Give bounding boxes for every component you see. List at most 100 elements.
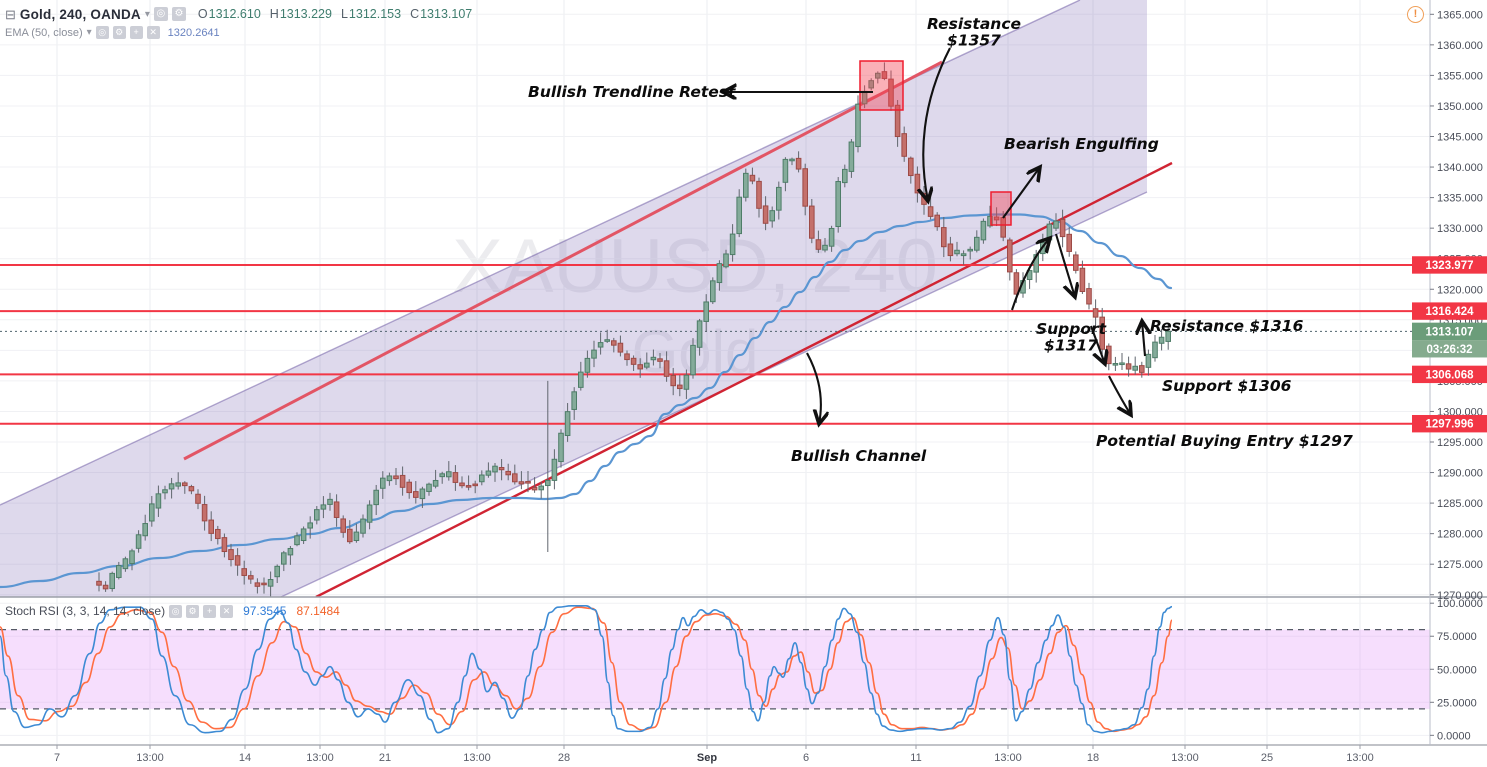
candle-body bbox=[327, 498, 333, 505]
candle-body bbox=[762, 205, 769, 224]
price-tick-label: 1355.000 bbox=[1437, 70, 1483, 82]
price-label-box bbox=[1412, 302, 1487, 320]
ema-row: EMA (50, close) ▾ ◎ ⚙ + ✕ 1320.2641 bbox=[5, 25, 472, 40]
label-bullish-channel[interactable]: Bullish Channel bbox=[791, 447, 927, 465]
symbol-title[interactable]: Gold, 240, OANDA bbox=[19, 6, 141, 22]
stoch-rsi-label[interactable]: Stoch RSI (3, 3, 14, 14, close) bbox=[5, 604, 166, 618]
candle-body bbox=[201, 504, 208, 522]
candle-body bbox=[749, 174, 756, 182]
candle-body bbox=[96, 580, 102, 586]
alert-warning-icon[interactable]: ! bbox=[1407, 6, 1424, 23]
candle-body bbox=[921, 192, 927, 205]
symbol-row: ⊟ Gold, 240, OANDA ▾ ◎ ⚙ O1312.610 H1313… bbox=[5, 5, 472, 23]
candle-body bbox=[261, 582, 267, 586]
label-support-1306[interactable]: Support $1306 bbox=[1162, 377, 1292, 395]
label-support-1317[interactable]: Support bbox=[1036, 320, 1107, 338]
label-support-1317[interactable]: $1317 bbox=[1044, 337, 1098, 355]
plus-icon[interactable]: + bbox=[129, 26, 143, 39]
candle-body bbox=[472, 483, 478, 487]
bearish-engulfing-box[interactable] bbox=[990, 191, 1012, 226]
close-icon[interactable]: ✕ bbox=[220, 604, 234, 618]
annotation-arrow[interactable] bbox=[1090, 325, 1105, 364]
candle-body bbox=[716, 263, 723, 284]
close-icon[interactable]: ✕ bbox=[146, 26, 160, 39]
annotation-arrow[interactable] bbox=[806, 352, 821, 424]
annotation-arrow[interactable] bbox=[1108, 375, 1131, 415]
candle-body bbox=[505, 470, 511, 476]
label-resistance-1357[interactable]: $1357 bbox=[947, 32, 1001, 50]
chevron-down-icon[interactable]: ▾ bbox=[86, 27, 92, 38]
long-term-trendline[interactable] bbox=[315, 161, 1173, 597]
gear-icon[interactable]: ⚙ bbox=[186, 604, 200, 618]
candle-body bbox=[993, 216, 1000, 221]
eye-icon[interactable]: ◎ bbox=[95, 26, 109, 39]
candle-body bbox=[419, 488, 426, 500]
collapse-panel-icon[interactable]: ⊟ bbox=[5, 6, 16, 22]
candle-body bbox=[340, 518, 346, 533]
bullish-trendline-retest-line[interactable] bbox=[183, 60, 943, 461]
stoch-k-line bbox=[0, 605, 1173, 734]
candle-body bbox=[894, 104, 901, 138]
candle-body bbox=[980, 220, 987, 241]
candle-body bbox=[413, 491, 419, 498]
gear-icon[interactable]: ⚙ bbox=[171, 7, 186, 21]
label-resistance-1357[interactable]: Resistance bbox=[927, 15, 1021, 33]
annotation-arrow[interactable] bbox=[923, 47, 951, 201]
candle-body bbox=[657, 358, 663, 362]
symbol-legend: ⊟ Gold, 240, OANDA ▾ ◎ ⚙ O1312.610 H1313… bbox=[5, 5, 472, 40]
price-tick-label: 1365.000 bbox=[1437, 9, 1483, 21]
candle-body bbox=[795, 157, 802, 170]
annotation-arrow[interactable] bbox=[1011, 238, 1050, 311]
label-bullish-trendline-retest[interactable]: Bullish Trendline Retest bbox=[528, 83, 736, 101]
annotation-arrow[interactable] bbox=[1054, 233, 1075, 297]
annotation-arrow[interactable] bbox=[1142, 321, 1145, 357]
time-axis[interactable]: 7 13:00 14 13:00 21 13:00 28 Sep 6 11 13:00 18 13:00… bbox=[54, 745, 1374, 764]
candle-body bbox=[881, 71, 888, 79]
plus-icon[interactable]: + bbox=[203, 604, 217, 618]
candle-body bbox=[670, 374, 677, 387]
high-value: 1313.229 bbox=[279, 7, 332, 21]
time-tick-label: 6 bbox=[803, 752, 809, 764]
candle-body bbox=[736, 196, 743, 235]
candle-body bbox=[914, 173, 921, 194]
candle-body bbox=[492, 465, 498, 473]
resistance-retest-box[interactable] bbox=[859, 60, 904, 111]
candle-body bbox=[518, 481, 525, 485]
label-bearish-engulfing[interactable]: Bearish Engulfing bbox=[1004, 135, 1159, 153]
chevron-down-icon[interactable]: ▾ bbox=[144, 8, 150, 20]
bullish-channel-area[interactable] bbox=[0, 0, 1147, 597]
candle-body bbox=[281, 552, 287, 565]
candle-body bbox=[967, 248, 974, 252]
candle-body bbox=[241, 568, 247, 576]
candle-body bbox=[208, 519, 214, 534]
eye-icon[interactable]: ◎ bbox=[153, 7, 168, 21]
price-label: 1316.424 bbox=[1426, 306, 1475, 318]
price-label: 1323.977 bbox=[1426, 260, 1474, 272]
time-tick-label: 13:00 bbox=[994, 752, 1022, 764]
candle-body bbox=[162, 489, 168, 494]
annotation-arrow[interactable] bbox=[1002, 167, 1040, 219]
candle-body bbox=[604, 339, 611, 342]
candle-body bbox=[1066, 233, 1073, 252]
label-potential-buying-entry[interactable]: Potential Buying Entry $1297 bbox=[1096, 432, 1353, 450]
candles bbox=[96, 62, 1172, 597]
candle-body bbox=[221, 537, 228, 553]
eye-icon[interactable]: ◎ bbox=[169, 604, 183, 618]
candle-body bbox=[875, 72, 881, 79]
label-resistance-1316[interactable]: Resistance $1316 bbox=[1150, 317, 1304, 335]
candle-body bbox=[1106, 345, 1112, 365]
candle-body bbox=[1026, 270, 1033, 280]
candle-body bbox=[571, 391, 578, 410]
candle-body bbox=[333, 501, 340, 518]
ema-indicator-label[interactable]: EMA (50, close) bbox=[5, 26, 83, 39]
candle-body bbox=[1013, 272, 1020, 295]
price-axis[interactable]: 1270.000 1275.000 1280.000 1285.000 1290.000… bbox=[1412, 9, 1487, 742]
gear-icon[interactable]: ⚙ bbox=[112, 26, 126, 39]
price-label: 1297.996 bbox=[1426, 419, 1474, 431]
watermark: XAUUSD, 240Gold bbox=[452, 224, 938, 385]
candle-body bbox=[1158, 336, 1165, 344]
candle-body bbox=[696, 320, 703, 348]
stoch-tick-label: 50.0000 bbox=[1437, 664, 1477, 676]
candle-body bbox=[360, 518, 366, 534]
